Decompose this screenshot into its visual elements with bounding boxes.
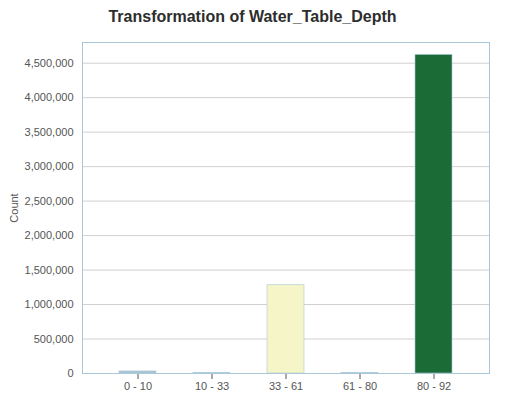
- svg-text:2,500,000: 2,500,000: [25, 195, 74, 207]
- svg-text:0: 0: [67, 367, 73, 379]
- svg-text:4,500,000: 4,500,000: [25, 57, 74, 69]
- svg-text:61 - 80: 61 - 80: [343, 380, 377, 392]
- svg-text:3,000,000: 3,000,000: [25, 160, 74, 172]
- svg-text:1,500,000: 1,500,000: [25, 264, 74, 276]
- svg-text:80 - 92: 80 - 92: [417, 380, 451, 392]
- svg-text:33 - 61: 33 - 61: [269, 380, 303, 392]
- svg-text:10 - 33: 10 - 33: [195, 380, 229, 392]
- svg-text:2,000,000: 2,000,000: [25, 229, 74, 241]
- svg-text:1,000,000: 1,000,000: [25, 298, 74, 310]
- svg-text:4,000,000: 4,000,000: [25, 91, 74, 103]
- html-text:Transformation of Water_Table_: Transformation of Water_Table_Depth: [108, 8, 397, 25]
- svg-text:3,500,000: 3,500,000: [25, 126, 74, 138]
- svg-text:Count: Count: [8, 193, 20, 222]
- svg-text:500,000: 500,000: [34, 333, 74, 345]
- svg-text:0 - 10: 0 - 10: [124, 380, 152, 392]
